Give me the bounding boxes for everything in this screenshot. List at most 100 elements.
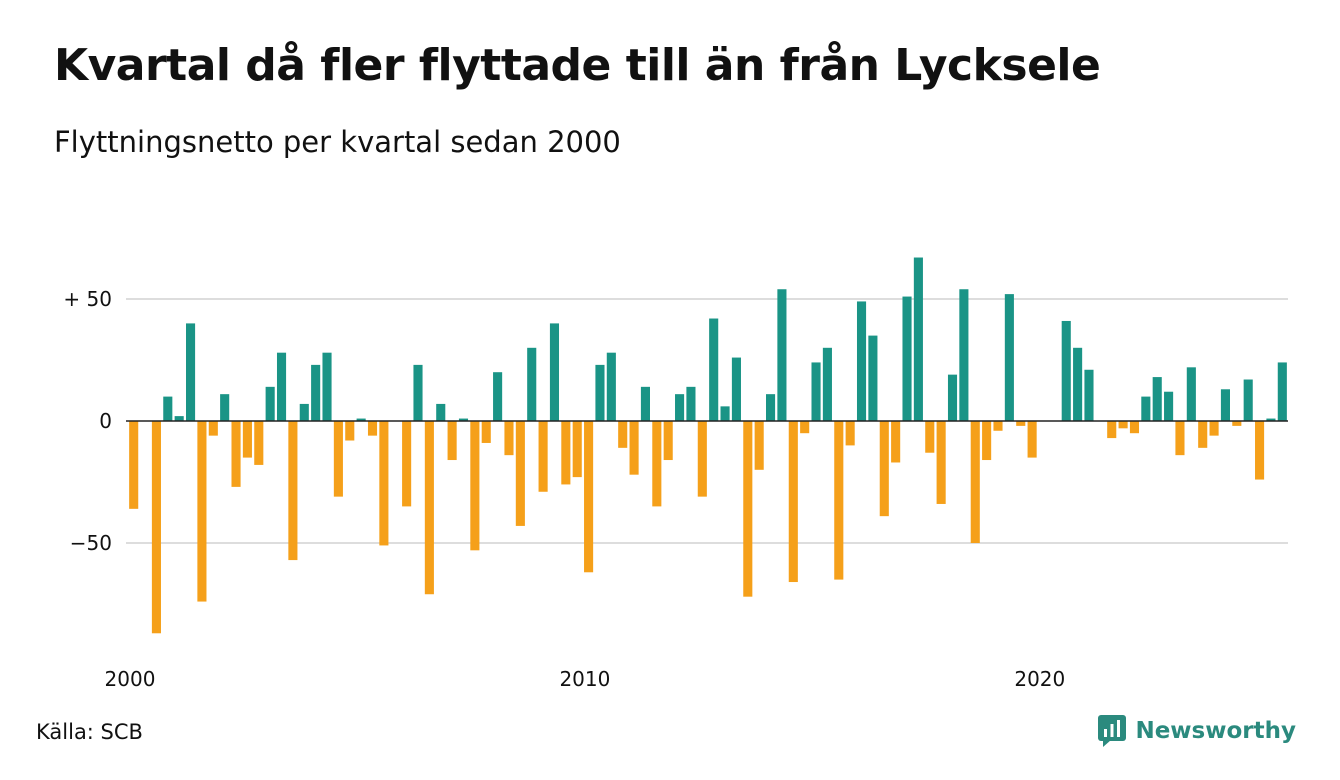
bar bbox=[652, 421, 662, 507]
x-tick-label: 2000 bbox=[105, 667, 156, 691]
bar bbox=[163, 396, 173, 421]
bar bbox=[333, 421, 343, 497]
bar bbox=[299, 403, 309, 421]
bar bbox=[345, 421, 355, 441]
y-tick-label: 0 bbox=[99, 409, 112, 433]
bar bbox=[845, 421, 855, 446]
bar bbox=[595, 364, 605, 421]
x-tick-label: 2020 bbox=[1014, 667, 1065, 691]
newsworthy-logo-icon bbox=[1098, 715, 1127, 747]
y-axis-labels: + 50 0 −50 bbox=[63, 287, 112, 555]
bar bbox=[743, 421, 753, 597]
bar bbox=[822, 347, 832, 421]
bar bbox=[186, 323, 196, 421]
bar bbox=[1164, 391, 1174, 421]
bar bbox=[493, 372, 503, 421]
bar bbox=[572, 421, 582, 478]
bar bbox=[1232, 421, 1242, 426]
source-note: Källa: SCB bbox=[36, 720, 143, 744]
bar bbox=[561, 421, 571, 485]
bar bbox=[1061, 320, 1071, 421]
bar bbox=[936, 421, 946, 504]
bar bbox=[925, 421, 935, 453]
bar bbox=[868, 335, 878, 421]
bar bbox=[1186, 367, 1196, 421]
bar bbox=[538, 421, 548, 492]
bar bbox=[458, 418, 469, 421]
bar bbox=[265, 386, 275, 421]
bar bbox=[1016, 421, 1026, 426]
bar bbox=[1129, 421, 1140, 434]
chart-title: Kvartal då fler flyttade till än från Ly… bbox=[54, 40, 1101, 91]
bar bbox=[1198, 421, 1208, 448]
bar bbox=[731, 357, 741, 421]
bar bbox=[220, 394, 230, 421]
bar bbox=[208, 421, 218, 436]
bar-chart: + 50 0 −50 2000 2010 2020 bbox=[63, 257, 1288, 691]
bar bbox=[811, 362, 821, 421]
bar bbox=[1209, 421, 1219, 436]
bar bbox=[504, 421, 514, 456]
y-tick-label: + 50 bbox=[63, 287, 112, 311]
bar bbox=[640, 386, 650, 421]
x-tick-label: 2010 bbox=[559, 667, 610, 691]
brand-logo: Newsworthy bbox=[1097, 714, 1296, 748]
bar bbox=[231, 421, 241, 487]
bar bbox=[1141, 396, 1151, 421]
bar bbox=[777, 289, 787, 421]
bar bbox=[584, 421, 594, 573]
bar bbox=[879, 421, 889, 517]
bar bbox=[436, 403, 446, 421]
bar bbox=[481, 421, 491, 443]
y-tick-label: −50 bbox=[70, 531, 112, 555]
bar bbox=[1004, 294, 1014, 421]
bar bbox=[686, 386, 696, 421]
bar bbox=[913, 257, 923, 421]
bar bbox=[322, 352, 332, 421]
bar bbox=[1084, 369, 1094, 421]
bar bbox=[1243, 379, 1253, 421]
bar bbox=[311, 364, 321, 421]
bar bbox=[151, 421, 161, 634]
bar bbox=[527, 347, 537, 421]
bar bbox=[1152, 377, 1162, 421]
bar bbox=[1266, 418, 1276, 421]
bar bbox=[1107, 421, 1117, 439]
bar bbox=[515, 421, 525, 526]
bar bbox=[1255, 421, 1265, 480]
bar bbox=[413, 364, 423, 421]
bar bbox=[891, 421, 901, 463]
bar bbox=[618, 421, 628, 448]
bar bbox=[856, 301, 867, 421]
bar bbox=[174, 416, 184, 421]
bar bbox=[447, 421, 457, 461]
bar bbox=[993, 421, 1003, 431]
bar bbox=[379, 421, 389, 546]
bar bbox=[242, 421, 252, 458]
bar bbox=[356, 418, 366, 421]
bar bbox=[902, 296, 912, 421]
bar bbox=[720, 406, 730, 421]
chart-subtitle: Flyttningsnetto per kvartal sedan 2000 bbox=[54, 125, 621, 159]
bar bbox=[276, 352, 287, 421]
bar bbox=[834, 421, 844, 580]
bar bbox=[254, 421, 264, 465]
bar bbox=[982, 421, 992, 461]
bar bbox=[1277, 362, 1287, 421]
bar bbox=[606, 352, 616, 421]
bar bbox=[402, 421, 412, 507]
bar bbox=[663, 421, 673, 461]
bar bbox=[367, 421, 378, 436]
bar bbox=[959, 289, 969, 421]
bar bbox=[697, 421, 707, 497]
bar bbox=[1175, 421, 1185, 456]
x-axis-labels: 2000 2010 2020 bbox=[105, 667, 1066, 691]
bar bbox=[788, 421, 798, 583]
bar bbox=[947, 374, 958, 421]
bar bbox=[629, 421, 639, 475]
bar bbox=[1027, 421, 1037, 458]
bar bbox=[970, 421, 980, 543]
bar bbox=[288, 421, 298, 561]
brand-name: Newsworthy bbox=[1135, 718, 1296, 744]
bar bbox=[129, 421, 139, 509]
